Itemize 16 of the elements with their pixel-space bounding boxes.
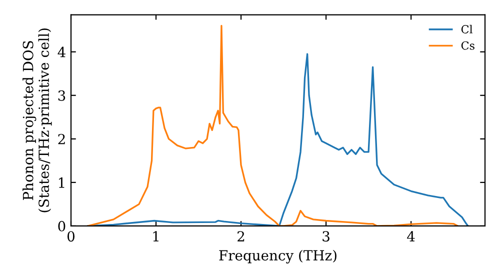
y-tick-label: 0 (58, 220, 66, 232)
legend-label: Cs (461, 41, 474, 50)
legend-label: Cl (461, 24, 473, 34)
line-series (87, 24, 459, 226)
y-tick-label: 2 (58, 134, 65, 144)
y-tick-label: 3 (58, 90, 66, 101)
y-tick-label: 4 (58, 46, 66, 58)
y-axis-title: Phonon projected DOS (States/THz·primitive cell) (22, 28, 52, 212)
x-axis-title: Frequency (THz) (219, 250, 336, 264)
x-tick-label: 0 (67, 231, 74, 242)
y-tick-label: 1 (58, 177, 64, 188)
x-tick-label: 3 (322, 231, 330, 242)
x-tick-label: 1 (153, 231, 158, 242)
x-tick-label: 4 (407, 231, 415, 242)
line-series (87, 53, 469, 226)
x-tick-label: 2 (238, 231, 244, 242)
